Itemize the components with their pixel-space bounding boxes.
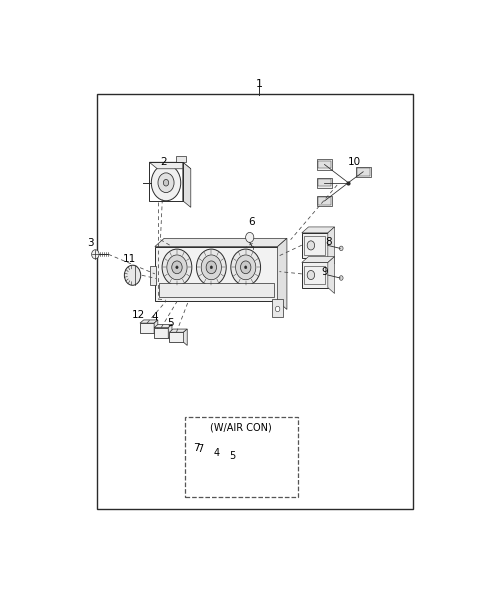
- Bar: [318, 197, 331, 205]
- Bar: [140, 323, 154, 333]
- Circle shape: [246, 233, 254, 243]
- Polygon shape: [169, 329, 187, 332]
- Polygon shape: [196, 466, 215, 470]
- Bar: [356, 167, 371, 177]
- Polygon shape: [242, 471, 246, 487]
- Bar: [158, 283, 274, 297]
- Text: (W/AIR CON): (W/AIR CON): [210, 423, 272, 433]
- Circle shape: [231, 249, 261, 285]
- Text: 7: 7: [197, 445, 204, 455]
- Polygon shape: [140, 320, 158, 323]
- Circle shape: [307, 271, 314, 279]
- Circle shape: [92, 250, 99, 259]
- Circle shape: [244, 266, 247, 269]
- Circle shape: [206, 261, 216, 274]
- Circle shape: [201, 255, 221, 280]
- Polygon shape: [149, 162, 191, 169]
- Bar: [97, 94, 413, 509]
- Text: 11: 11: [123, 254, 136, 264]
- Polygon shape: [302, 227, 335, 233]
- Polygon shape: [302, 256, 335, 262]
- Bar: [357, 168, 370, 175]
- Circle shape: [167, 255, 187, 280]
- Circle shape: [151, 165, 181, 201]
- Circle shape: [176, 266, 178, 269]
- Circle shape: [158, 173, 174, 192]
- Circle shape: [196, 249, 226, 285]
- Polygon shape: [212, 469, 230, 472]
- Text: 2: 2: [160, 157, 167, 167]
- Bar: [149, 162, 183, 201]
- Polygon shape: [277, 239, 287, 310]
- Text: 5: 5: [168, 318, 174, 327]
- Polygon shape: [155, 239, 287, 246]
- Text: 6: 6: [248, 217, 254, 227]
- Text: 1: 1: [255, 79, 263, 89]
- Circle shape: [172, 261, 182, 274]
- Text: 7: 7: [193, 443, 200, 453]
- Bar: [196, 470, 211, 479]
- Bar: [318, 179, 331, 186]
- Polygon shape: [154, 324, 172, 328]
- Polygon shape: [183, 162, 191, 207]
- Circle shape: [339, 246, 343, 250]
- Text: 4: 4: [152, 312, 158, 322]
- Circle shape: [163, 179, 168, 186]
- Circle shape: [162, 249, 192, 285]
- Bar: [317, 196, 332, 206]
- Text: 9: 9: [322, 266, 328, 276]
- Bar: [154, 328, 168, 337]
- Bar: [150, 266, 156, 285]
- Text: 8: 8: [325, 237, 332, 247]
- Bar: [169, 332, 183, 342]
- Polygon shape: [168, 324, 172, 341]
- Text: 3: 3: [87, 239, 94, 249]
- Circle shape: [339, 276, 343, 280]
- Bar: [317, 159, 332, 169]
- Bar: [155, 246, 277, 301]
- Circle shape: [210, 266, 213, 269]
- Bar: [317, 178, 332, 188]
- Bar: [228, 474, 242, 484]
- Circle shape: [307, 241, 314, 250]
- Polygon shape: [227, 469, 230, 484]
- Circle shape: [124, 265, 141, 285]
- Polygon shape: [228, 471, 246, 474]
- Text: 12: 12: [132, 310, 145, 320]
- Text: 4: 4: [213, 448, 219, 458]
- Bar: [212, 472, 227, 481]
- Bar: [176, 156, 186, 162]
- Circle shape: [276, 306, 280, 312]
- Text: 10: 10: [348, 157, 360, 167]
- Bar: [185, 417, 298, 497]
- Circle shape: [240, 261, 251, 274]
- Bar: [272, 299, 283, 317]
- Polygon shape: [328, 227, 335, 264]
- Bar: [318, 161, 331, 168]
- Polygon shape: [211, 466, 215, 482]
- Circle shape: [236, 255, 256, 280]
- Bar: [302, 262, 328, 288]
- Polygon shape: [154, 320, 158, 336]
- Bar: [304, 266, 325, 284]
- Polygon shape: [328, 256, 335, 294]
- Bar: [302, 233, 328, 258]
- Bar: [304, 236, 325, 255]
- Text: 5: 5: [229, 451, 235, 461]
- Polygon shape: [183, 329, 187, 346]
